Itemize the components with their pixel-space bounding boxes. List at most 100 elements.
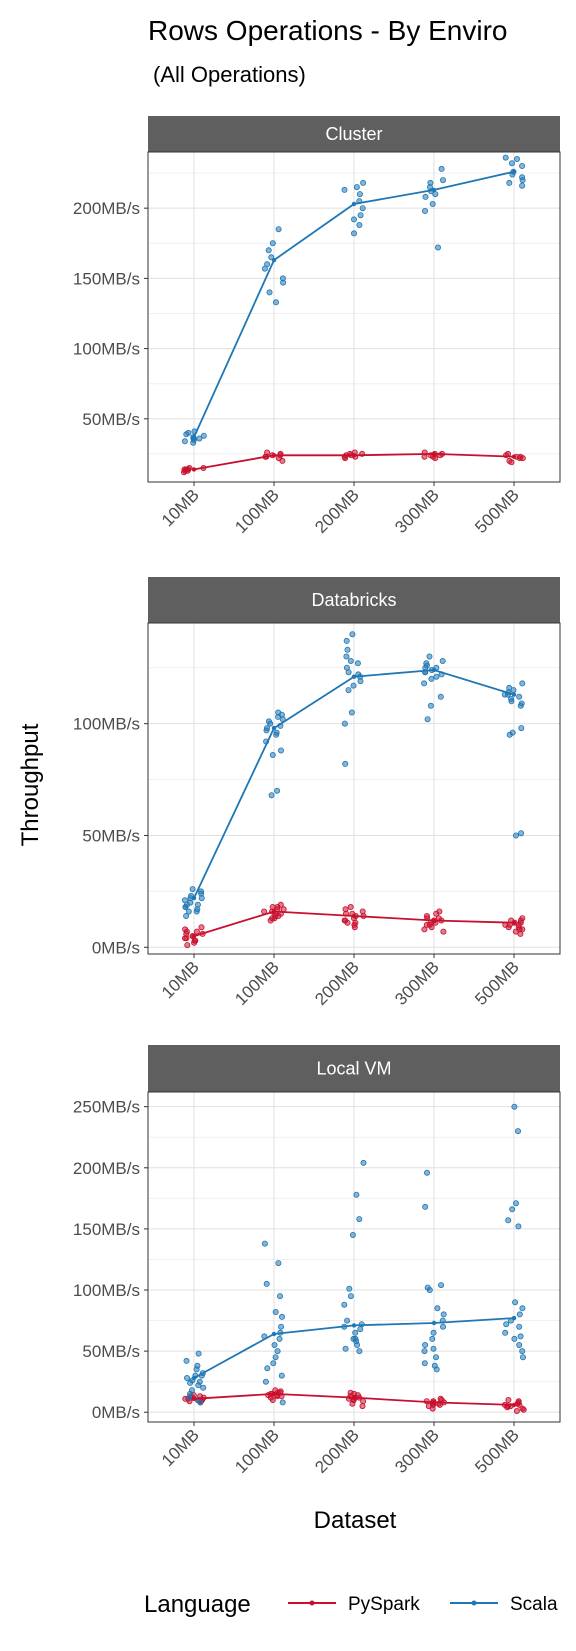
data-point-scala [512,1299,519,1306]
data-point-scala [517,1333,524,1340]
data-point-pyspark [519,1405,526,1412]
data-point-scala [513,832,520,839]
legend: Language PySpark Scala [144,1591,558,1618]
data-point-scala [356,1348,363,1355]
data-point-pyspark [421,926,428,933]
panel-border [147,1091,561,1423]
data-point-scala [427,702,434,709]
data-point-scala [360,179,367,186]
data-point-scala [271,1342,278,1349]
data-point-scala [352,1329,359,1336]
data-point-pyspark [513,1408,520,1415]
data-point-scala [350,682,357,689]
line-point-pyspark [351,1395,357,1400]
line-point-scala [351,1323,357,1328]
data-point-scala [440,1311,447,1318]
data-point-scala [438,1282,445,1289]
data-point-scala [197,888,204,895]
data-point-pyspark [269,904,276,911]
legend-item-scala: Scala [450,1594,558,1615]
data-point-scala [279,1399,286,1406]
data-point-scala [345,669,352,676]
data-point-scala [350,216,357,223]
data-point-pyspark [275,913,282,920]
data-point-scala [356,191,363,198]
data-point-scala [514,155,521,162]
line-point-pyspark [511,1402,517,1408]
data-point-scala [181,897,188,904]
chart-title: Rows Operations - By Enviro [148,15,507,46]
chart-subtitle: (All Operations) [153,62,306,87]
data-point-pyspark [277,901,284,908]
data-point-scala [511,1103,518,1110]
panel-cluster: Cluster 50MB/s 100MB/s 150MB/s 200MB/s 10MB 10… [73,116,561,537]
facet-panels: Cluster 50MB/s 100MB/s 150MB/s 200MB/s 10MB 10… [73,116,561,1477]
data-point-scala [434,244,441,251]
data-point-scala [189,886,196,893]
data-point-scala [354,1342,361,1349]
line-point-scala [271,1331,277,1337]
data-point-scala [346,1285,353,1292]
data-point-scala [275,709,282,716]
data-point-scala [518,725,525,732]
line-point-scala [191,895,197,901]
data-point-scala [344,646,351,653]
data-point-scala [510,687,517,694]
y-tick-label: 200MB/s [73,1159,140,1178]
line-point-scala [431,1320,437,1326]
data-point-scala [503,1321,510,1328]
data-point-pyspark [184,942,191,949]
data-point-scala [187,1379,194,1386]
x-tick-label: 200MB [311,957,363,1009]
facet-strip-label: Local VM [316,1059,391,1079]
line-point-pyspark [431,451,437,457]
data-point-scala [353,1191,360,1198]
data-point-scala [272,1309,279,1316]
data-point-scala [516,1323,523,1330]
data-point-pyspark [347,1389,354,1396]
data-point-scala [517,702,524,709]
line-point-scala [511,692,517,697]
data-point-scala [269,240,276,247]
data-point-scala [278,1372,285,1379]
data-point-scala [430,1345,437,1352]
data-point-scala [422,193,429,200]
data-point-scala [359,205,366,212]
data-point-scala [516,1342,523,1349]
data-point-scala [506,179,513,186]
data-point-pyspark [436,908,443,915]
data-point-scala [195,1350,202,1357]
data-point-pyspark [517,919,524,926]
data-point-scala [424,716,431,723]
data-point-scala [360,1159,367,1166]
data-point-scala [263,725,270,732]
line-point-scala [431,667,437,673]
data-point-scala [519,182,526,189]
data-point-pyspark [269,915,276,922]
data-point-scala [274,787,281,794]
y-axis-title: Throughput [17,723,44,846]
legend-title: Language [144,1591,251,1618]
data-point-scala [181,438,188,445]
y-tick-label: 50MB/s [82,1342,140,1361]
data-point-scala [185,908,192,915]
data-point-scala [196,435,203,442]
data-point-pyspark [440,928,447,935]
data-point-scala [508,160,515,167]
data-point-scala [347,1293,354,1300]
data-point-pyspark [198,924,205,931]
data-point-scala [353,184,360,191]
data-point-scala [277,747,284,754]
data-point-pyspark [359,1403,366,1410]
data-point-scala [183,431,190,438]
x-tick-label: 500MB [471,1425,523,1477]
data-point-scala [520,1354,527,1361]
data-point-scala [182,904,189,911]
data-point-scala [354,660,361,667]
data-point-scala [272,1354,279,1361]
line-point-scala [271,257,277,263]
data-point-scala [347,658,354,665]
data-point-scala [343,637,350,644]
data-point-scala [438,165,445,172]
data-point-scala [183,1357,190,1364]
